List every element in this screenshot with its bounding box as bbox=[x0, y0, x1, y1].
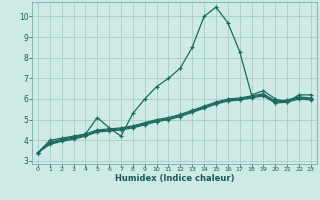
X-axis label: Humidex (Indice chaleur): Humidex (Indice chaleur) bbox=[115, 174, 234, 183]
